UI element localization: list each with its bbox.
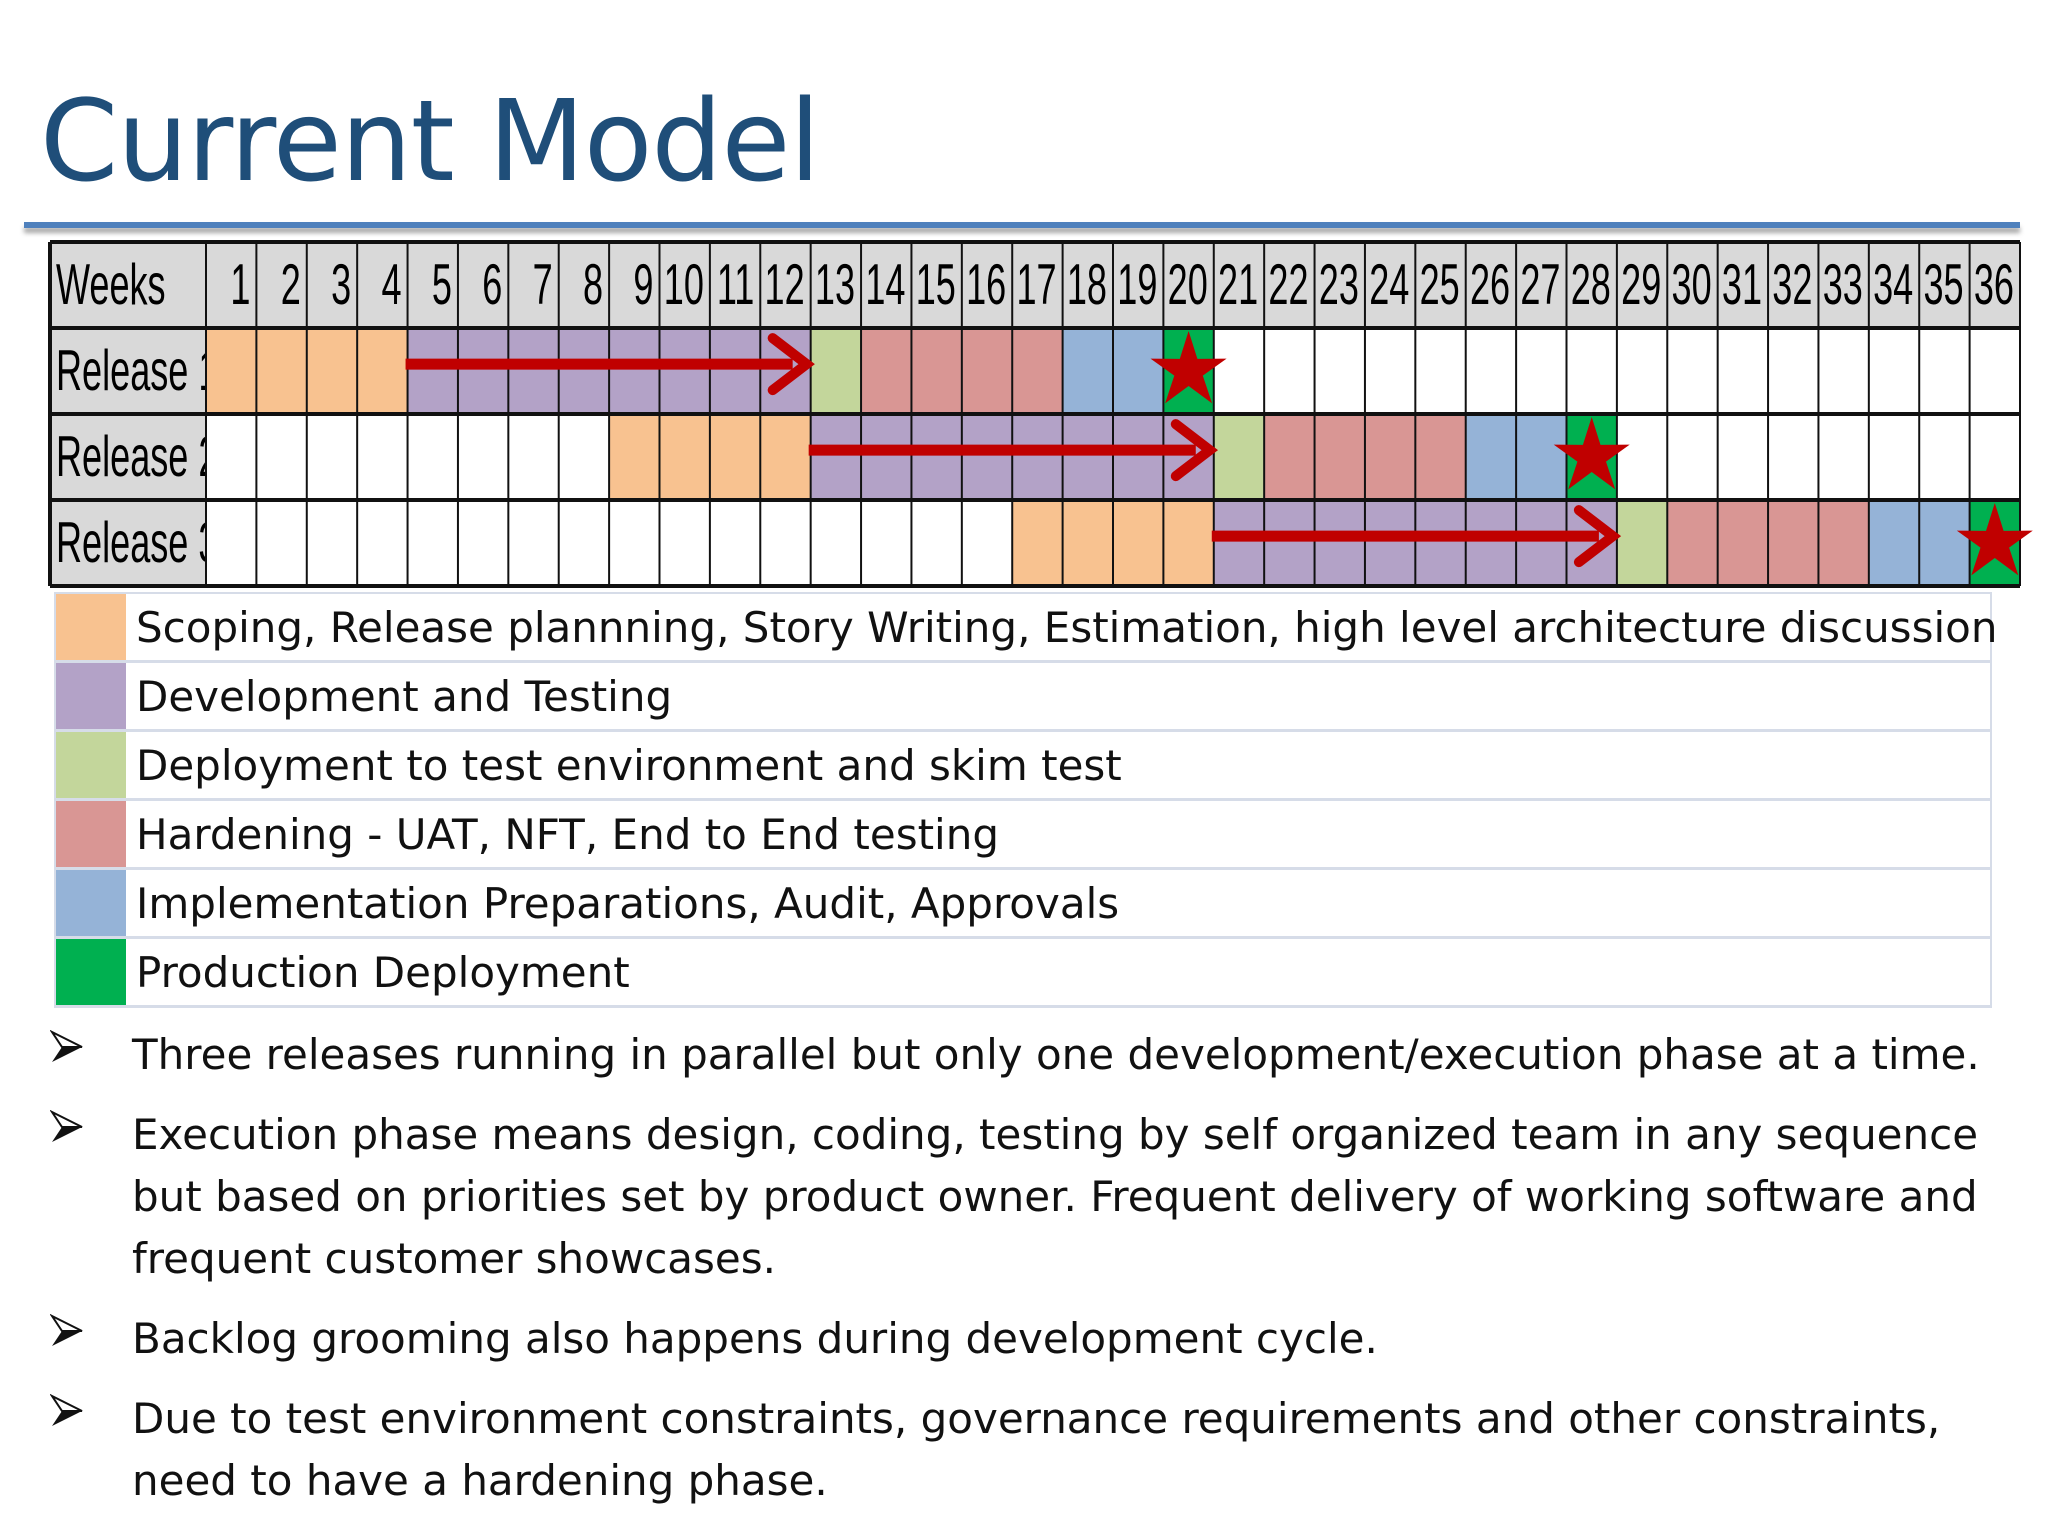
week-tick-label: 32 bbox=[1772, 254, 1812, 317]
week-tick-label: 4 bbox=[381, 254, 401, 317]
production-star-icon bbox=[1956, 503, 2033, 576]
week-tick-label: 29 bbox=[1621, 254, 1661, 317]
week-tick-label: 12 bbox=[765, 254, 805, 317]
arrowhead-bullet-icon bbox=[49, 1024, 110, 1068]
legend-row-deployment-test: Deployment to test environment and skim … bbox=[56, 732, 1990, 801]
legend-label: Hardening - UAT, NFT, End to End testing bbox=[136, 809, 999, 859]
week-tick-label: 27 bbox=[1520, 254, 1560, 317]
week-tick-label: 6 bbox=[482, 254, 502, 317]
week-tick-label: 8 bbox=[583, 254, 603, 317]
release-row-label: Release 3 bbox=[56, 512, 218, 575]
week-tick-label: 18 bbox=[1067, 254, 1107, 317]
legend-swatch-implementation bbox=[56, 870, 126, 936]
legend-row-implementation: Implementation Preparations, Audit, Appr… bbox=[56, 870, 1990, 939]
list-item: Execution phase means design, coding, te… bbox=[49, 1104, 1990, 1290]
week-tick-label: 2 bbox=[281, 254, 301, 317]
gantt-header-row bbox=[50, 242, 2020, 328]
phase-bar-deployment-test bbox=[1616, 500, 1668, 586]
week-tick-label: 1 bbox=[230, 254, 250, 317]
week-tick-label: 30 bbox=[1672, 254, 1712, 317]
week-tick-label: 14 bbox=[865, 254, 905, 317]
week-tick-label: 28 bbox=[1571, 254, 1611, 317]
legend-label: Implementation Preparations, Audit, Appr… bbox=[136, 878, 1120, 928]
development-arrow-head bbox=[1170, 419, 1219, 482]
week-tick-label: 16 bbox=[966, 254, 1006, 317]
week-tick-label: 26 bbox=[1470, 254, 1510, 317]
week-tick-label: 9 bbox=[633, 254, 653, 317]
release-gantt-chart: Weeks 1 2 3 4 5 6 7 8 9 10 11 12 13 14 15 16 17 18 19 20 21 22… bbox=[48, 240, 2033, 588]
bullet-text: Backlog grooming also happens during dev… bbox=[132, 1314, 1378, 1363]
legend-label: Production Deployment bbox=[136, 947, 630, 997]
legend-row-scoping: Scoping, Release plannning, Story Writin… bbox=[56, 594, 1997, 663]
legend-swatch-deployment-test bbox=[56, 732, 126, 798]
list-item: Backlog grooming also happens during dev… bbox=[49, 1308, 1990, 1370]
week-tick-label: 5 bbox=[432, 254, 452, 317]
legend-label: Scoping, Release plannning, Story Writin… bbox=[136, 602, 1998, 652]
development-arrow-head bbox=[1573, 505, 1622, 568]
week-tick-label: 13 bbox=[815, 254, 855, 317]
week-tick-label: 11 bbox=[717, 254, 754, 317]
arrowhead-bullet-icon bbox=[49, 1104, 110, 1148]
week-tick-label: 35 bbox=[1923, 254, 1963, 317]
list-item: Three releases running in parallel but o… bbox=[49, 1024, 1990, 1086]
release-row-label: Release 2 bbox=[56, 426, 218, 489]
list-item: Due to test environment constraints, gov… bbox=[49, 1388, 1990, 1512]
phase-legend: Scoping, Release plannning, Story Writin… bbox=[54, 592, 1997, 1008]
week-tick-label: 3 bbox=[331, 254, 351, 317]
production-star-icon bbox=[1553, 417, 1630, 490]
development-arrow-head bbox=[767, 333, 815, 396]
legend-row-development: Development and Testing bbox=[56, 663, 1990, 732]
release-label-cell bbox=[50, 500, 206, 586]
week-tick-label: 21 bbox=[1218, 254, 1258, 317]
week-tick-label: 23 bbox=[1319, 254, 1359, 317]
week-tick-label: 33 bbox=[1823, 254, 1863, 317]
week-tick-label: 17 bbox=[1016, 254, 1056, 317]
legend-label: Deployment to test environment and skim … bbox=[136, 740, 1122, 790]
week-tick-label: 20 bbox=[1168, 254, 1208, 317]
bullet-list: Three releases running in parallel but o… bbox=[49, 1024, 1990, 1530]
week-tick-label: 19 bbox=[1117, 254, 1157, 317]
arrowhead-bullet-icon bbox=[49, 1388, 110, 1432]
phase-bar-deployment-test bbox=[810, 328, 862, 414]
week-tick-label: 31 bbox=[1722, 254, 1762, 317]
bullet-text: Execution phase means design, coding, te… bbox=[132, 1110, 1979, 1283]
bullet-text: Due to test environment constraints, gov… bbox=[132, 1394, 1941, 1505]
week-tick-label: 34 bbox=[1873, 254, 1913, 317]
release-label-cell bbox=[50, 414, 206, 500]
week-tick-label: 36 bbox=[1974, 254, 2014, 317]
arrowhead-bullet-icon bbox=[49, 1308, 110, 1352]
week-tick-label: 25 bbox=[1420, 254, 1460, 317]
page-title: Current Model bbox=[40, 77, 821, 207]
week-tick-label: 7 bbox=[533, 254, 553, 317]
legend-label: Development and Testing bbox=[136, 671, 673, 721]
legend-swatch-scoping bbox=[56, 594, 126, 660]
legend-swatch-development bbox=[56, 663, 126, 729]
legend-swatch-production bbox=[56, 939, 126, 1005]
bullet-text: Three releases running in parallel but o… bbox=[132, 1030, 1980, 1079]
week-tick-label: 10 bbox=[664, 254, 704, 317]
week-tick-label: 22 bbox=[1268, 254, 1308, 317]
production-star-icon bbox=[1150, 331, 1227, 404]
release-label-cell bbox=[50, 328, 206, 414]
release-row-label: Release 1 bbox=[56, 340, 218, 403]
legend-row-hardening: Hardening - UAT, NFT, End to End testing bbox=[56, 801, 1990, 870]
weeks-header-label: Weeks bbox=[56, 254, 166, 317]
week-tick-label: 24 bbox=[1369, 254, 1409, 317]
week-tick-label: 15 bbox=[916, 254, 956, 317]
legend-row-production: Production Deployment bbox=[56, 939, 1990, 1008]
phase-bar-deployment-test bbox=[1213, 414, 1265, 500]
legend-swatch-hardening bbox=[56, 801, 126, 867]
title-divider bbox=[24, 222, 2020, 228]
